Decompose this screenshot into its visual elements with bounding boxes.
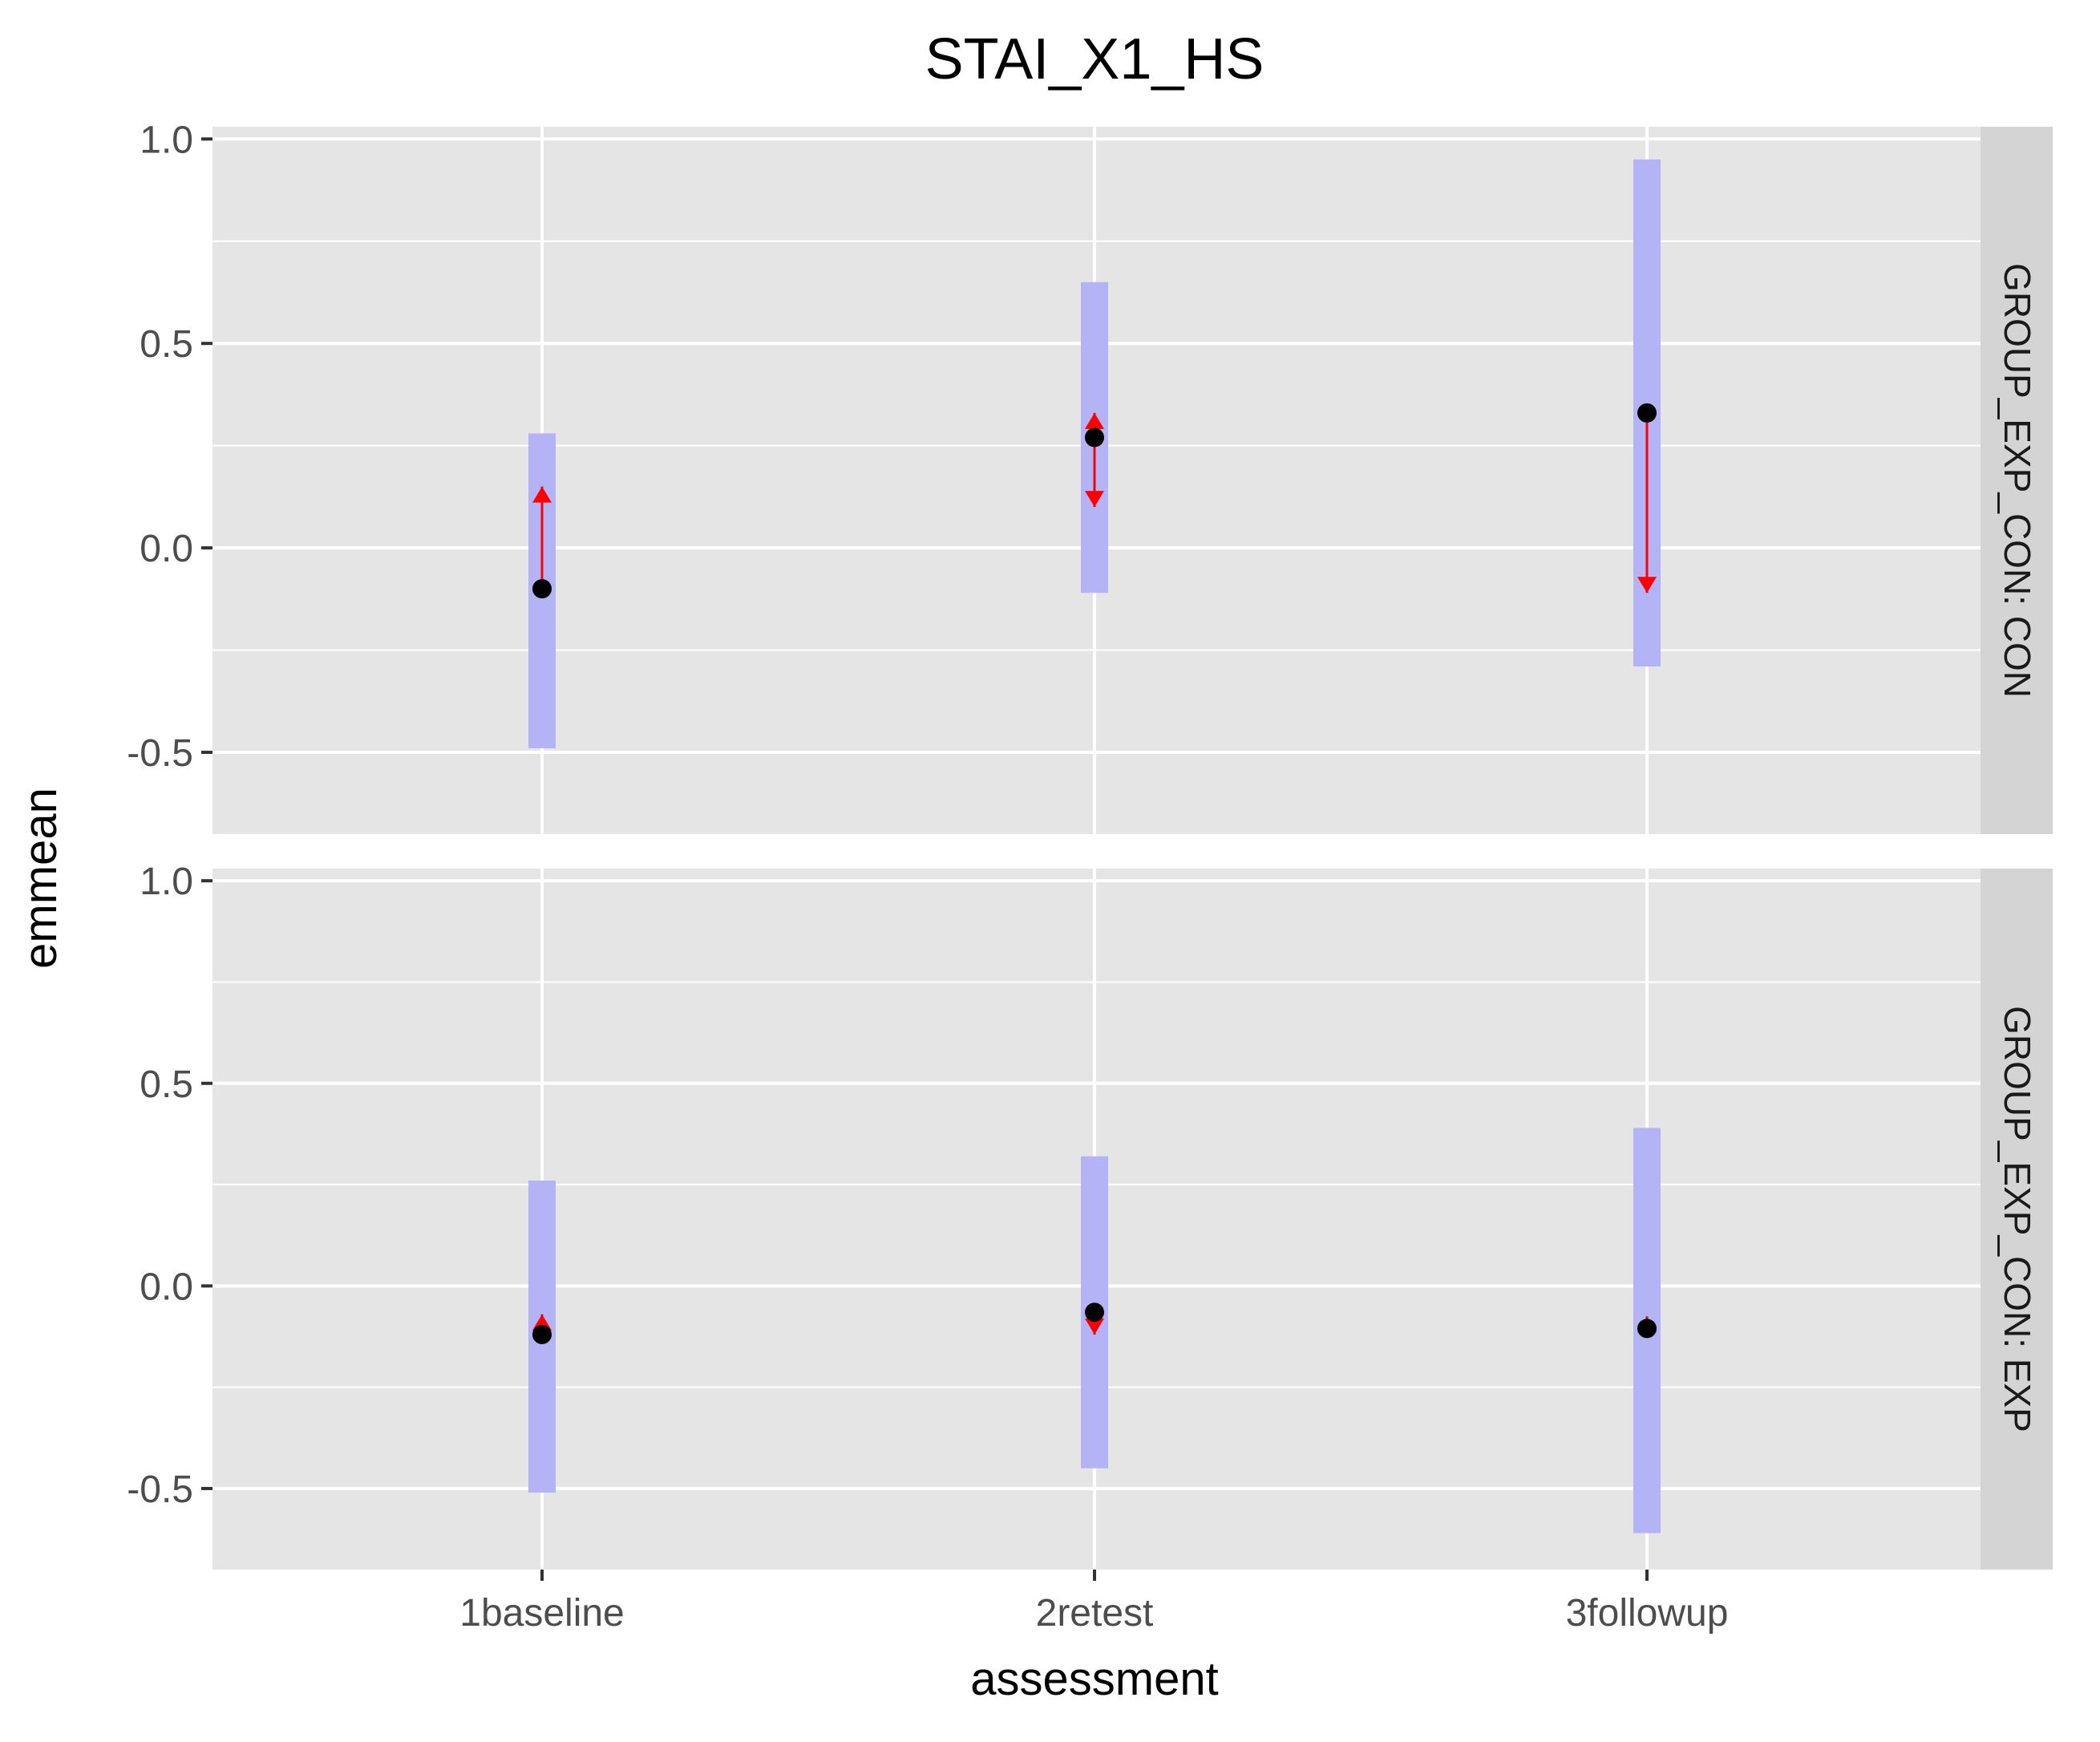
y-tick-label: 0.0 [140, 1266, 193, 1308]
chart-title: STAI_X1_HS [925, 27, 1264, 91]
y-tick-label: 0.5 [140, 1063, 193, 1106]
facet-strip [1981, 869, 2053, 1570]
facet-panel: -0.5 0.0 0.5 1.0 GROUP_EXP_CON: EXP [127, 861, 2053, 1570]
facet-strip [1981, 127, 2053, 834]
x-tick-label: 2retest [1036, 1592, 1154, 1635]
x-tick-label: 1baseline [459, 1592, 625, 1635]
x-tick-label: 3followup [1566, 1592, 1729, 1635]
y-tick-label: 0.0 [140, 528, 193, 570]
facet-panel: -0.5 0.0 0.5 1.0 GROUP_EXP_CON: CON [127, 119, 2053, 834]
comparison-arrow [1637, 412, 1657, 593]
y-tick-label: -0.5 [127, 1469, 193, 1511]
y-tick-label: 1.0 [140, 861, 193, 903]
y-tick-label: -0.5 [127, 732, 193, 775]
emmean-point [1085, 427, 1104, 448]
emmean-point [1085, 1302, 1104, 1323]
facet-strip-label: GROUP_EXP_CON: EXP [1997, 1006, 2038, 1432]
x-axis-title: assessment [970, 1653, 1218, 1705]
y-tick-label: 0.5 [140, 323, 193, 366]
emmean-point [532, 579, 552, 599]
emmean-point [1637, 403, 1657, 423]
emmean-point [532, 1324, 552, 1344]
y-axis-title: emmean [14, 788, 67, 969]
panels: -0.5 0.0 0.5 1.0 GROUP_EXP_CON: CON -0.5 0.0 0.… [127, 119, 2053, 1570]
emmean-point [1637, 1319, 1657, 1339]
x-axis: 1baseline 2retest 3followup [459, 1570, 1728, 1635]
y-tick-label: 1.0 [140, 119, 193, 161]
facet-strip-label: GROUP_EXP_CON: CON [1997, 263, 2038, 698]
comparison-arrow [532, 486, 552, 589]
